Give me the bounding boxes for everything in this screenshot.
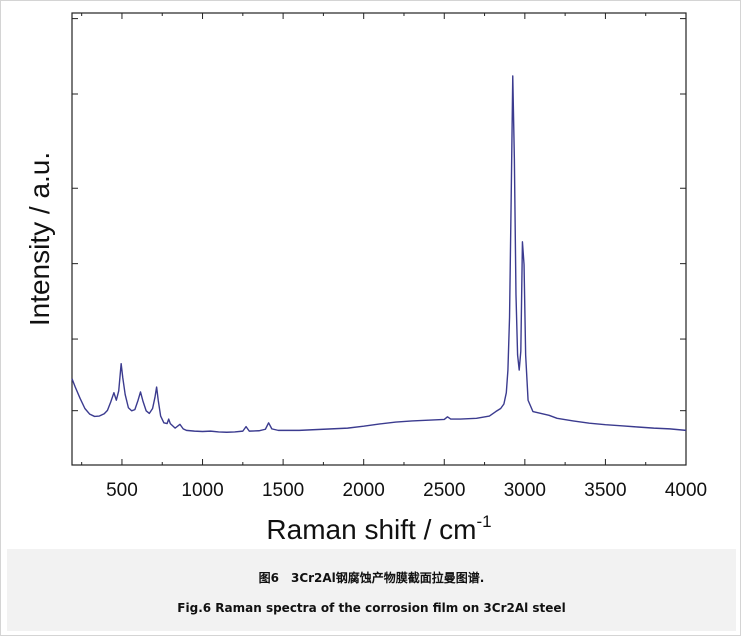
x-axis-title: Raman shift / cm-1 bbox=[266, 512, 491, 545]
caption-area: 图6 3Cr2Al钢腐蚀产物膜截面拉曼图谱. Fig.6 Raman spect… bbox=[7, 549, 736, 631]
caption-english: Fig.6 Raman spectra of the corrosion fil… bbox=[177, 601, 566, 615]
x-tick-label-3: 2000 bbox=[343, 480, 385, 501]
x-tick-label-2: 1500 bbox=[262, 480, 304, 501]
x-tick-label-1: 1000 bbox=[181, 480, 223, 501]
plot-area: 500 1000 1500 2000 2500 3000 3500 4000 Raman sh… bbox=[1, 1, 742, 549]
x-tick-label-0: 500 bbox=[106, 480, 138, 501]
x-axis-title-superscript: -1 bbox=[476, 512, 491, 531]
plot-frame bbox=[71, 12, 687, 466]
x-tick-label-6: 3500 bbox=[584, 480, 626, 501]
tick-labels-layer: 500 1000 1500 2000 2500 3000 3500 4000 bbox=[106, 480, 707, 501]
x-tick-label-7: 4000 bbox=[665, 480, 707, 501]
raman-chart: 500 1000 1500 2000 2500 3000 3500 4000 Raman sh… bbox=[24, 12, 707, 545]
ticks-layer bbox=[72, 13, 687, 465]
x-tick-label-5: 3000 bbox=[504, 480, 546, 501]
spectrum-line bbox=[71, 75, 687, 433]
caption-chinese: 图6 3Cr2Al钢腐蚀产物膜截面拉曼图谱. bbox=[258, 571, 485, 585]
x-tick-label-4: 2500 bbox=[423, 480, 465, 501]
y-axis-title: Intensity / a.u. bbox=[24, 152, 55, 326]
